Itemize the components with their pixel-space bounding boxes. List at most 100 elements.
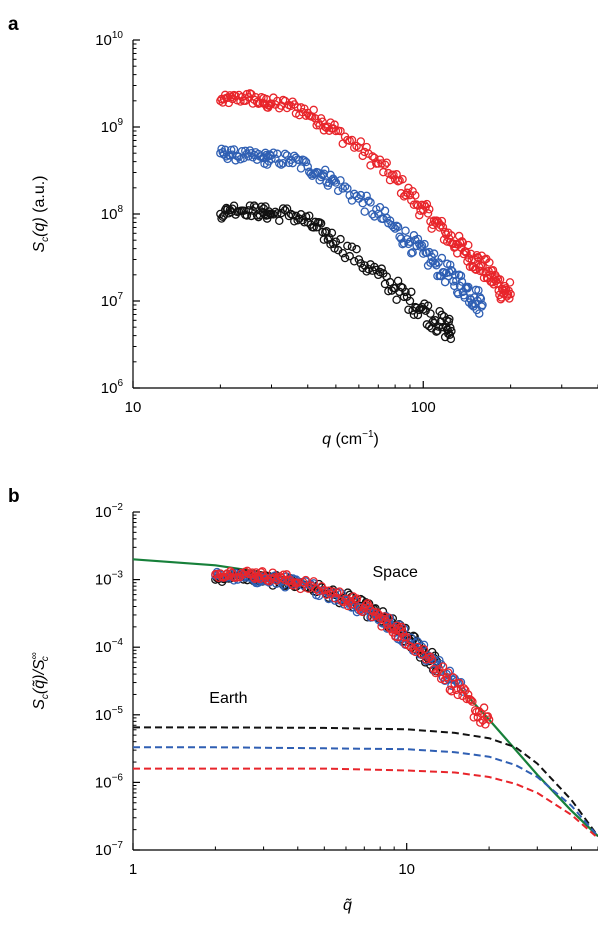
panel-a-data-point bbox=[392, 295, 401, 304]
panel-b-data-point bbox=[456, 684, 466, 694]
x-label-close: ) bbox=[374, 431, 379, 448]
panel-a-data-point bbox=[464, 240, 473, 250]
panel-a-data-point bbox=[426, 309, 435, 318]
panel-a-data-point bbox=[407, 249, 416, 258]
panel-a-data-point bbox=[392, 221, 401, 231]
panel-b-data-point bbox=[352, 594, 362, 603]
panel-a-y-axis-label: Sc(q) (a.u.) bbox=[31, 175, 51, 252]
panel-b-y-tick-label: 10−5 bbox=[95, 705, 124, 724]
panel-b-data-point bbox=[388, 628, 398, 637]
panel-a-data-point bbox=[278, 204, 288, 213]
panel-a-data-point bbox=[408, 248, 417, 257]
panel-a-data-point bbox=[402, 188, 412, 198]
panel-b-data-point bbox=[358, 607, 367, 617]
panel-a-x-axis-label: q (cm−1) bbox=[322, 429, 379, 448]
x-label-variable: q bbox=[322, 431, 331, 448]
panel-b-data-point bbox=[372, 608, 382, 617]
y-label-subscript-2: c bbox=[40, 656, 51, 661]
panel-a-data-point bbox=[315, 218, 324, 227]
panel-a-data-point bbox=[491, 276, 501, 286]
panel-a-data-point bbox=[269, 210, 278, 219]
tick-exponent: −5 bbox=[112, 705, 124, 716]
panel-a-data-point bbox=[338, 184, 348, 193]
panel-a-data-point bbox=[338, 248, 348, 258]
panel-a-data-point bbox=[370, 153, 379, 163]
panel-a-data-point bbox=[333, 186, 343, 196]
tick-exponent: 10 bbox=[112, 30, 124, 41]
panel-b-x-tick-label: 10 bbox=[398, 861, 415, 878]
panel-b-data-point bbox=[335, 587, 344, 596]
panel-a-data-point bbox=[225, 91, 235, 100]
panel-a-data-point bbox=[423, 209, 433, 218]
panel-a-data-point bbox=[364, 196, 373, 206]
panel-a-series-scatter-0 bbox=[216, 89, 515, 304]
tick-exponent: 9 bbox=[117, 117, 123, 128]
panel-a-data-point bbox=[438, 222, 448, 232]
panel-b-data-point bbox=[445, 685, 455, 695]
panel-a-data-point bbox=[356, 137, 366, 146]
panel-a-series-scatter-2 bbox=[216, 201, 456, 344]
panel-a-data-point bbox=[345, 251, 354, 261]
panel-a-y-tick-label: 107 bbox=[101, 291, 124, 310]
panel-a-data-point bbox=[422, 199, 432, 209]
panel-a-data-point bbox=[336, 176, 345, 185]
panel-a-y-tick-label: 106 bbox=[101, 378, 124, 397]
panel-a-data-point bbox=[458, 238, 468, 247]
panel-a-data-point bbox=[488, 265, 498, 275]
panel-label-b: b bbox=[8, 486, 20, 507]
panel-a-data-point bbox=[402, 292, 412, 301]
panel-a-data-point bbox=[296, 210, 306, 219]
panel-b-y-tick-label: 10−2 bbox=[95, 502, 124, 521]
panel-a-data-point bbox=[236, 97, 245, 106]
panel-b-data-point bbox=[397, 622, 406, 632]
panel-a-y-tick-label: 108 bbox=[101, 204, 124, 223]
panel-a-data-point bbox=[389, 170, 398, 179]
tick-base: 10 bbox=[125, 399, 142, 416]
panel-a-data-point bbox=[457, 237, 467, 246]
panel-a-data-point bbox=[362, 191, 371, 201]
tick-exponent: 7 bbox=[117, 291, 123, 302]
panel-a-data-point bbox=[456, 271, 466, 281]
panel-a-data-point bbox=[484, 266, 493, 276]
panel-b-y-tick-label: 10−3 bbox=[95, 570, 124, 589]
panel-a-data-point bbox=[347, 242, 357, 252]
panel-b-data-point bbox=[479, 703, 489, 712]
panel-b-data-point bbox=[451, 685, 461, 695]
panel-a-data-point bbox=[432, 327, 441, 336]
panel-a-data-point bbox=[290, 216, 299, 226]
panel-a-data-point bbox=[495, 275, 505, 284]
panel-a-data-point bbox=[503, 290, 513, 299]
tick-base: 10 bbox=[101, 380, 118, 397]
panel-a-data-point bbox=[409, 200, 419, 210]
panel-a-series-scatter-1 bbox=[216, 144, 487, 318]
panel-a-data-point bbox=[280, 206, 290, 215]
panel-a-data-point bbox=[466, 249, 476, 259]
panel-b-data-point bbox=[427, 655, 437, 665]
panel-a-data-point bbox=[360, 207, 369, 216]
panel-a-data-point bbox=[437, 310, 447, 320]
panel-a-data-point bbox=[316, 114, 326, 123]
tick-exponent: −6 bbox=[112, 772, 124, 783]
panel-b-data-point bbox=[374, 610, 383, 619]
panel-a-data-point bbox=[425, 205, 434, 214]
panel-a-data-point bbox=[336, 234, 345, 244]
panel-b-data-point bbox=[455, 678, 464, 688]
panel-a-data-point bbox=[402, 234, 412, 244]
panel-a-data-point bbox=[385, 216, 395, 225]
panel-a-data-point bbox=[446, 323, 455, 333]
x-label-unit: (cm bbox=[331, 431, 362, 448]
tick-exponent: 8 bbox=[117, 204, 123, 215]
panel-b-data-point bbox=[317, 582, 326, 591]
panel-a-data-point bbox=[407, 287, 416, 297]
panel-a-data-point bbox=[505, 278, 515, 287]
tick-base: 10 bbox=[101, 119, 118, 136]
panel-a-data-point bbox=[398, 174, 407, 184]
panel-b-annotation: Earth bbox=[209, 690, 247, 707]
panel-a-data-point bbox=[479, 267, 488, 276]
panel-b-data-point bbox=[377, 622, 386, 631]
panel-a-data-point bbox=[229, 145, 239, 154]
panel-b-data-point bbox=[258, 567, 267, 576]
panel-a-y-tick-label: 109 bbox=[101, 117, 124, 136]
panel-a-data-point bbox=[280, 149, 290, 159]
panel-b-data-point bbox=[450, 679, 459, 689]
